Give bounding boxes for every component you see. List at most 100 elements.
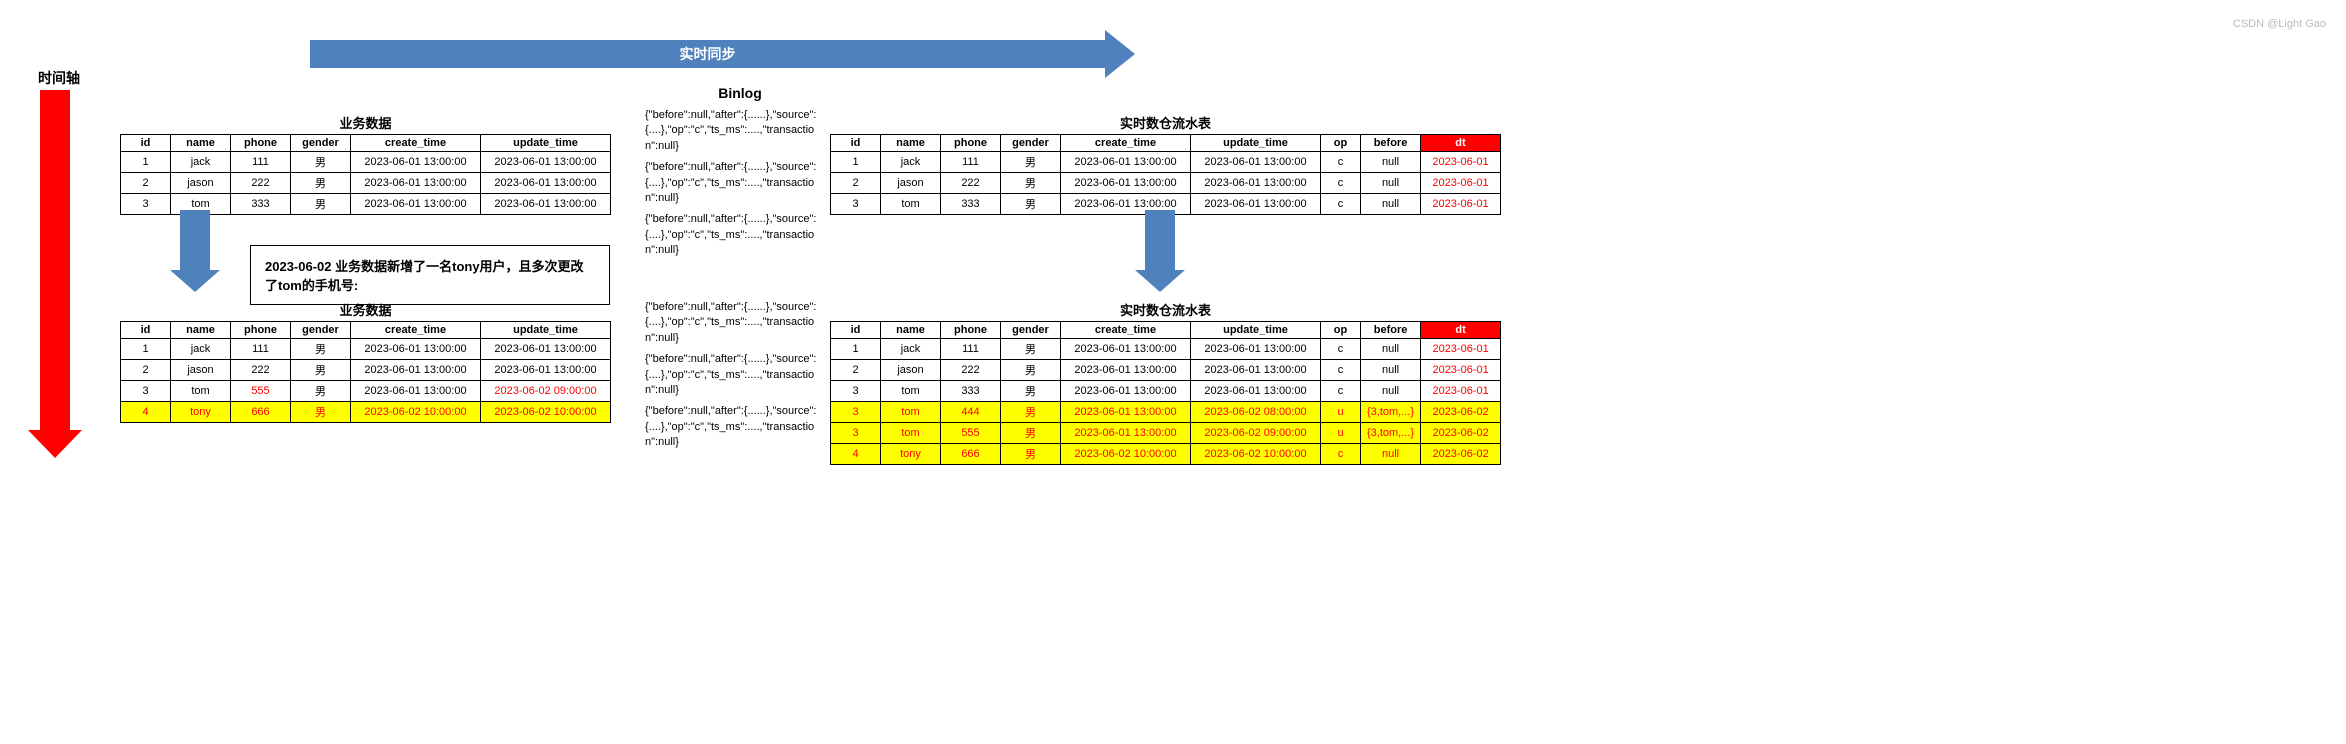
- cell: 333: [231, 194, 291, 215]
- cell: 222: [941, 173, 1001, 194]
- cell: 2023-06-02 10:00:00: [351, 402, 481, 423]
- cell: 2023-06-01 13:00:00: [1191, 173, 1321, 194]
- col-header: phone: [941, 135, 1001, 152]
- dw-table-1: 实时数仓流水表 idnamephonegendercreate_timeupda…: [830, 113, 1501, 215]
- cell: u: [1321, 402, 1361, 423]
- cell: jason: [881, 173, 941, 194]
- biz-title-2: 业务数据: [120, 300, 611, 319]
- cell: 2023-06-01: [1421, 339, 1501, 360]
- cell: c: [1321, 444, 1361, 465]
- cell: 男: [291, 194, 351, 215]
- cell: c: [1321, 381, 1361, 402]
- cell: tom: [881, 194, 941, 215]
- col-header: gender: [291, 135, 351, 152]
- col-header: name: [171, 322, 231, 339]
- cell: 2023-06-01 13:00:00: [1061, 402, 1191, 423]
- col-header: gender: [1001, 322, 1061, 339]
- cell: 2: [831, 173, 881, 194]
- cell: {3,tom,...}: [1361, 423, 1421, 444]
- cell: 111: [941, 339, 1001, 360]
- cell: 666: [941, 444, 1001, 465]
- cell: 2023-06-01 13:00:00: [1061, 360, 1191, 381]
- cell: 222: [231, 173, 291, 194]
- cell: 2023-06-01 13:00:00: [1191, 194, 1321, 215]
- cell: 111: [941, 152, 1001, 173]
- cell: 1: [831, 339, 881, 360]
- cell: 3: [831, 381, 881, 402]
- cell: 男: [291, 173, 351, 194]
- cell: 2023-06-01: [1421, 360, 1501, 381]
- binlog-text-2: {"before":null,"after":{......},"source"…: [645, 300, 825, 457]
- cell: tom: [881, 402, 941, 423]
- cell: u: [1321, 423, 1361, 444]
- cell: tony: [881, 444, 941, 465]
- binlog-entry: {"before":null,"after":{......},"source"…: [645, 160, 825, 206]
- cell: 男: [1001, 339, 1061, 360]
- cell: 男: [1001, 360, 1061, 381]
- col-header: update_time: [481, 135, 611, 152]
- dw-title-1: 实时数仓流水表: [830, 113, 1501, 132]
- cell: 2023-06-01 13:00:00: [481, 152, 611, 173]
- cell: 2023-06-01 13:00:00: [1061, 381, 1191, 402]
- col-header: id: [121, 322, 171, 339]
- cell: null: [1361, 360, 1421, 381]
- biz-table-2: 业务数据 idnamephonegendercreate_timeupdate_…: [120, 300, 611, 423]
- cell: 2023-06-02 10:00:00: [1061, 444, 1191, 465]
- cell: 2023-06-01 13:00:00: [1191, 360, 1321, 381]
- col-header: name: [881, 135, 941, 152]
- cell: jason: [171, 173, 231, 194]
- cell: 2023-06-01: [1421, 381, 1501, 402]
- col-header: id: [121, 135, 171, 152]
- cell: 2023-06-01: [1421, 194, 1501, 215]
- col-header: update_time: [1191, 135, 1321, 152]
- cell: 1: [121, 152, 171, 173]
- col-header: before: [1361, 135, 1421, 152]
- cell: 2: [831, 360, 881, 381]
- binlog-entry: {"before":null,"after":{......},"source"…: [645, 212, 825, 258]
- cell: 男: [1001, 194, 1061, 215]
- cell: 333: [941, 194, 1001, 215]
- cell: 2023-06-02: [1421, 402, 1501, 423]
- cell: 2023-06-01 13:00:00: [351, 360, 481, 381]
- watermark: CSDN @Light Gao: [2233, 18, 2326, 30]
- cell: null: [1361, 194, 1421, 215]
- cell: 4: [831, 444, 881, 465]
- cell: 男: [1001, 152, 1061, 173]
- cell: 3: [831, 423, 881, 444]
- col-header: phone: [231, 322, 291, 339]
- col-header: id: [831, 322, 881, 339]
- down-arrow-left: [180, 210, 210, 270]
- col-header: create_time: [1061, 135, 1191, 152]
- cell: 222: [231, 360, 291, 381]
- cell: 555: [231, 381, 291, 402]
- cell: 1: [831, 152, 881, 173]
- cell: tom: [171, 381, 231, 402]
- cell: null: [1361, 173, 1421, 194]
- cell: null: [1361, 339, 1421, 360]
- col-header: dt: [1421, 322, 1501, 339]
- cell: 3: [831, 402, 881, 423]
- cell: 男: [291, 402, 351, 423]
- biz-table-1: 业务数据 idnamephonegendercreate_timeupdate_…: [120, 113, 611, 215]
- cell: null: [1361, 444, 1421, 465]
- cell: 2023-06-01 13:00:00: [481, 360, 611, 381]
- cell: 444: [941, 402, 1001, 423]
- cell: 2023-06-01 13:00:00: [481, 194, 611, 215]
- cell: 男: [1001, 423, 1061, 444]
- cell: 2023-06-01 13:00:00: [1191, 339, 1321, 360]
- cell: 2023-06-02: [1421, 423, 1501, 444]
- cell: 男: [1001, 402, 1061, 423]
- cell: 3: [121, 194, 171, 215]
- cell: tony: [171, 402, 231, 423]
- timeline-label: 时间轴: [38, 68, 80, 88]
- cell: 3: [121, 381, 171, 402]
- cell: c: [1321, 360, 1361, 381]
- col-header: before: [1361, 322, 1421, 339]
- cell: 2023-06-01 13:00:00: [1061, 173, 1191, 194]
- col-header: gender: [1001, 135, 1061, 152]
- binlog-entry: {"before":null,"after":{......},"source"…: [645, 352, 825, 398]
- col-header: id: [831, 135, 881, 152]
- binlog-text-1: {"before":null,"after":{......},"source"…: [645, 108, 825, 265]
- col-header: op: [1321, 135, 1361, 152]
- cell: c: [1321, 173, 1361, 194]
